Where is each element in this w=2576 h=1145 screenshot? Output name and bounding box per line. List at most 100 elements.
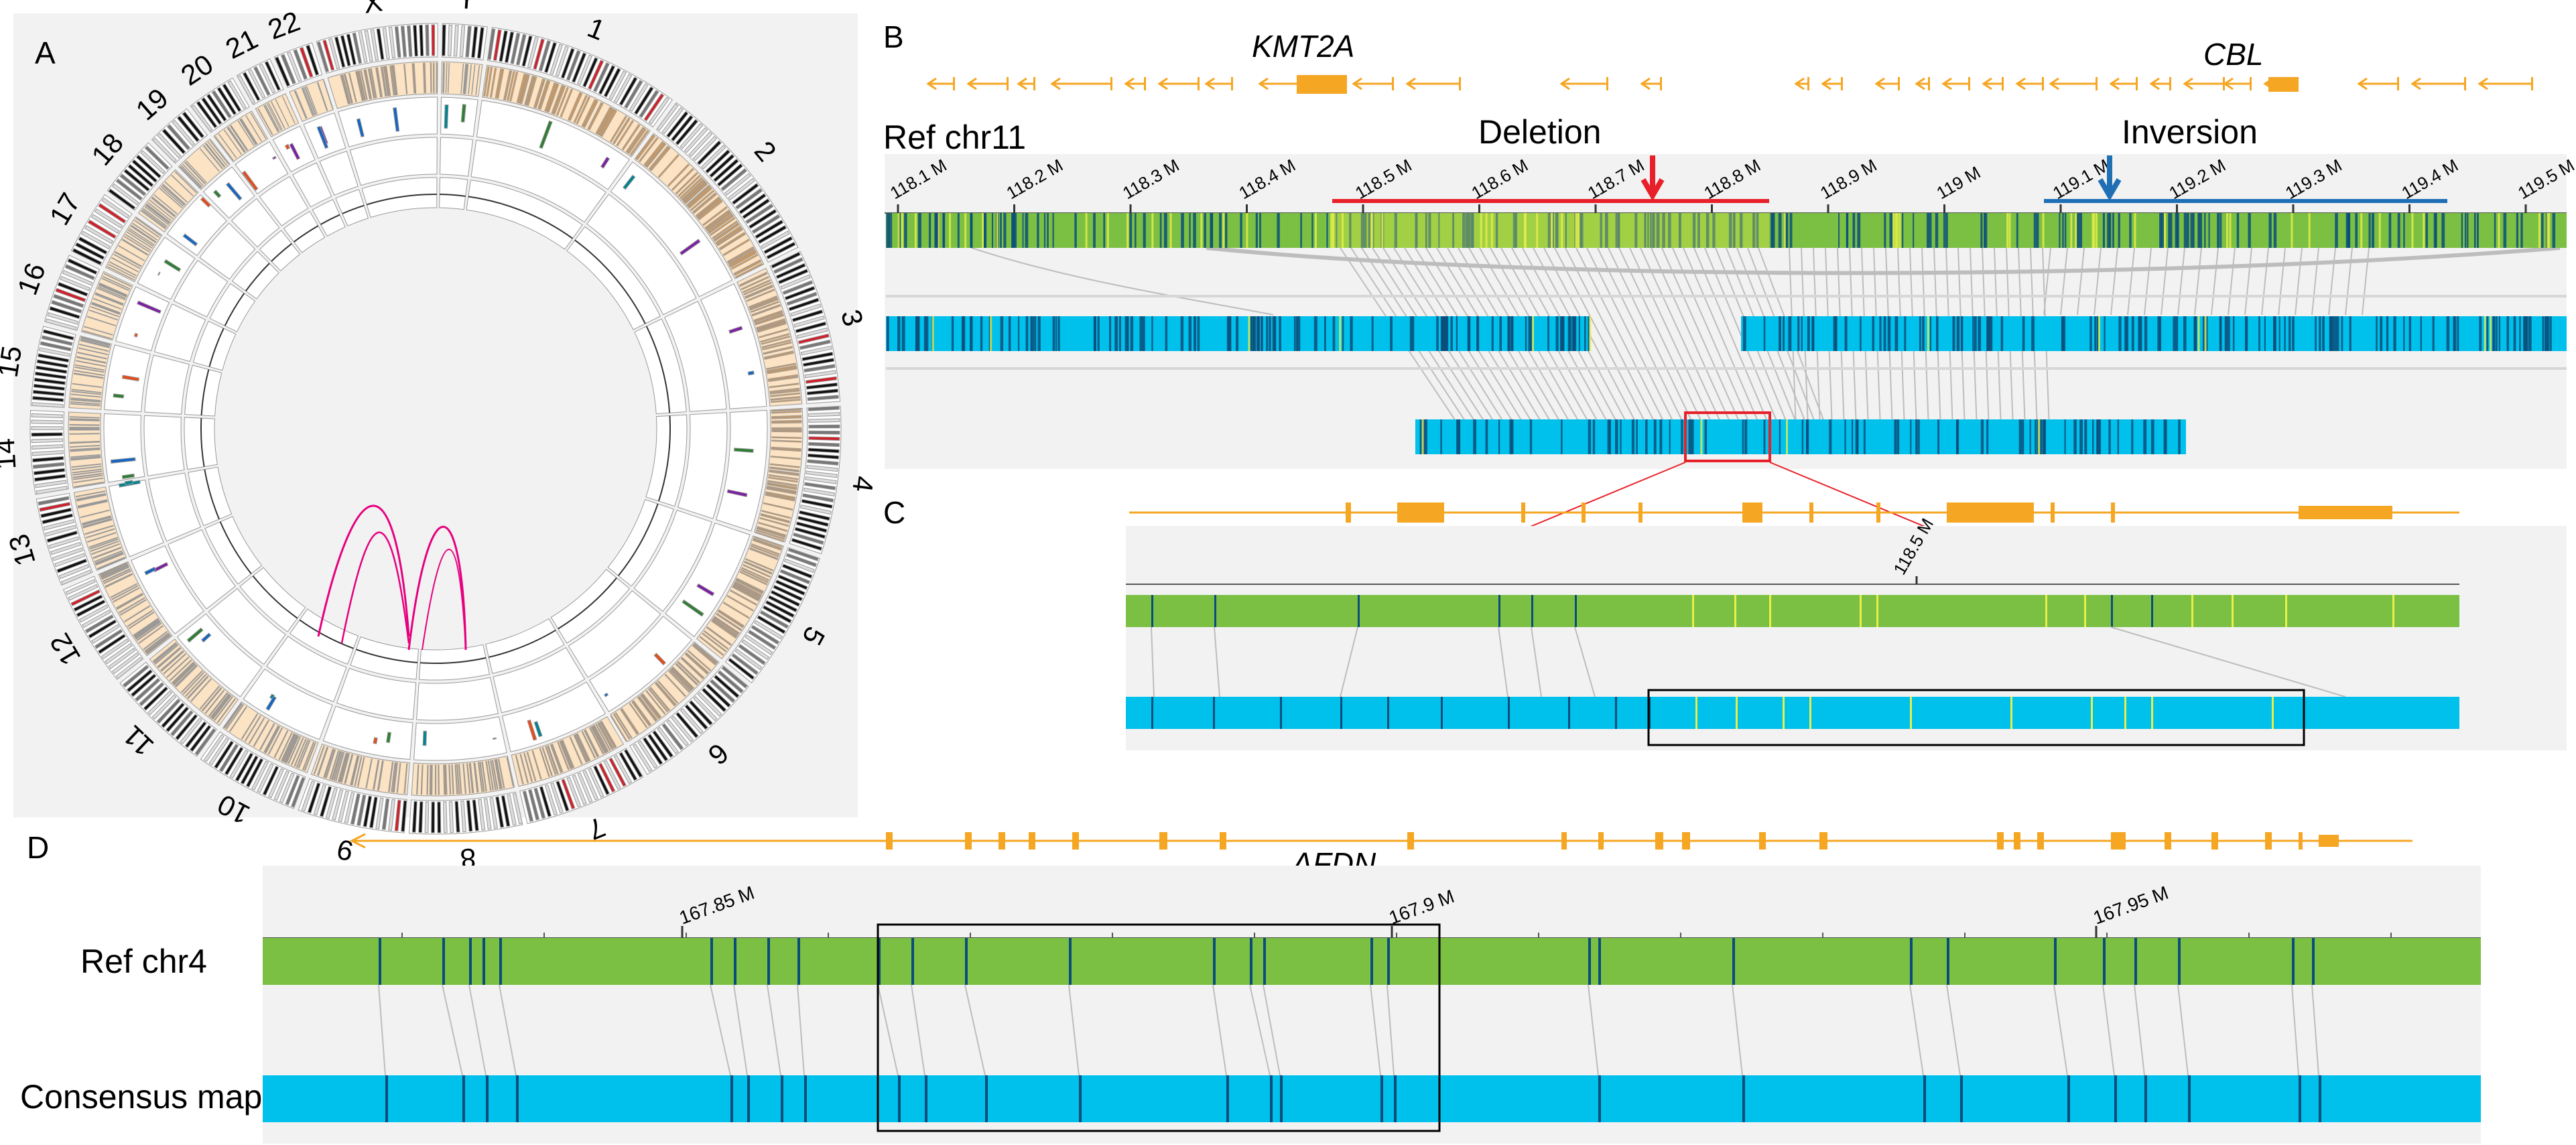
ref-chr11-bar-label [1565, 213, 1567, 248]
gene-arrowhead [1941, 77, 1952, 90]
ref-chr11-bar-label-light [2423, 213, 2425, 248]
consensus-map-1-bar-right-label [1936, 316, 1939, 351]
alignment-line [1575, 247, 1668, 429]
ref-chr11-bar-label-light [2075, 213, 2077, 248]
ref-chr11-bar-label [1656, 213, 1660, 248]
gene-arrowhead [1050, 77, 1061, 90]
kmt2a-gene-c-exon [1947, 502, 2034, 523]
consensus-map-1-bar-label [1272, 316, 1276, 351]
consensus-map-1-bar-right-label [2493, 316, 2496, 351]
consensus-map-2-bar-label-light [1421, 419, 1424, 454]
panel-c-consensus-label [1441, 697, 1443, 729]
ref-chr11-bar-label [1697, 213, 1700, 248]
ref-chr11-bar-label-light [2091, 213, 2094, 248]
consensus-map-2-bar-label [1645, 419, 1648, 454]
ref-chr11-bar-label [2033, 213, 2036, 248]
consensus-map-1-bar-right-label-light [1927, 316, 1929, 351]
kmt2a-gene-c-exon [1638, 502, 1643, 523]
consensus-map-1-bar-right-label-light [2204, 316, 2207, 351]
consensus-map-2-bar-label [2042, 419, 2045, 454]
consensus-map-1-bar-right-label [2513, 316, 2516, 351]
ref-chr11-bar-label [1555, 213, 1559, 248]
consensus-map-1-bar-right-label [1919, 316, 1921, 351]
consensus-map-1-bar-right-label [1797, 316, 1800, 351]
afdn-gene-d-exon [1220, 832, 1226, 850]
consensus-map-1-bar-right-label [1988, 316, 1992, 351]
consensus-map-2-bar-label [2064, 419, 2066, 454]
consensus-map-1-bar-right-label [2446, 316, 2450, 351]
ref-chr11-bar-label [1159, 213, 1162, 248]
consensus-map-1-bar-right-label [2333, 316, 2337, 351]
alignment-line [1873, 247, 1881, 429]
consensus-map-2-bar-label [2096, 419, 2098, 454]
consensus-map-1-bar-right-label [2519, 316, 2521, 351]
consensus-map-1-bar-right-label [2329, 316, 2332, 351]
consensus-map-1-bar-right-label [2138, 316, 2141, 351]
gene-exon [1033, 77, 1035, 90]
inversion-arrow [2098, 155, 2122, 201]
panel-c-ref-label-light [2084, 595, 2086, 627]
ref-chr11-bar-label-light [1085, 213, 1088, 248]
ref-chr11-bar-label-light [1894, 213, 1897, 248]
consensus-map-2-bar-label [2092, 419, 2094, 454]
ref-chr11-bar-label [1617, 213, 1620, 248]
consensus-map-2-bar-label-light [2038, 419, 2041, 454]
alignment-line [2211, 247, 2219, 316]
consensus-map-2-bar-label [2165, 419, 2167, 454]
consensus-map-1-bar-label [1332, 316, 1336, 351]
panel-d-alignment [2291, 984, 2299, 1076]
consensus-map-1-bar-label [1108, 316, 1112, 351]
consensus-map-1-bar-label [1252, 316, 1257, 351]
consensus-map-2-bar-label [1894, 419, 1897, 454]
consensus-map-2-bar-label [1779, 419, 1781, 454]
consensus-map-2-bar-label [2043, 419, 2047, 454]
gene-exon [1144, 77, 1146, 90]
consensus-map-1-bar-right-label [2062, 316, 2066, 351]
consensus-map-1-bar-right-label [2420, 316, 2422, 351]
consensus-map-1-bar-right-label [2202, 316, 2206, 351]
consensus-map-1-bar-right-label [2453, 316, 2457, 351]
consensus-map-1-bar-label [1510, 316, 1514, 351]
ref-chr11-bar-label-light [2070, 213, 2073, 248]
ref-chr11-bar-label [942, 213, 945, 248]
ref-chr11-bar-label [2473, 213, 2476, 248]
panel-d-alignment [1588, 984, 1599, 1076]
ref-chr11-bar-label [904, 213, 907, 248]
ref-chr11-bar-label [1259, 213, 1261, 248]
ref-chr11-bar-label [984, 213, 987, 248]
ref-chr11-bar-label [1022, 213, 1024, 248]
consensus-map-1-bar-right-label [2315, 316, 2317, 351]
consensus-map-1-bar-right-label [2329, 316, 2333, 351]
consensus-map-2-bar-label [1956, 419, 1959, 454]
consensus-map-1-bar-right-label [2062, 316, 2064, 351]
consensus-map-1-bar-right-label [2486, 316, 2489, 351]
consensus-map-1-bar-right-label [2194, 316, 2197, 351]
ref-chr11-bar-label [2345, 213, 2349, 248]
consensus-map-2-bar-label [2150, 419, 2154, 454]
ref-chr11-bar-label-light [1370, 213, 1373, 248]
panel-d-consensus-label [1079, 1075, 1082, 1122]
ref-chr11-bar-label [1219, 213, 1222, 248]
consensus-map-1-bar-right-label [2089, 316, 2092, 351]
gene-arrowhead [2049, 77, 2059, 90]
consensus-map-2-bar-label [1457, 419, 1460, 454]
afdn-gene-d-exon [1598, 832, 1604, 850]
consensus-map-1-bar-right-label [1961, 316, 1963, 351]
consensus-map-1-bar-right-label [2408, 316, 2412, 351]
panel-d-ref-label [482, 938, 485, 985]
ref-chr11-bar-label-light [2538, 213, 2540, 248]
ref-chr11-bar-label [2494, 213, 2496, 248]
ref-chr11-bar-label [2248, 213, 2251, 248]
ref-chr11-bar-label [2118, 213, 2120, 248]
consensus-map-1-bar-label [1584, 316, 1586, 351]
consensus-map-1-bar-label-light [1589, 316, 1592, 351]
alignment-line [1490, 247, 1593, 429]
consensus-map-1-bar-right-label [2124, 316, 2127, 351]
consensus-map-1-bar-label [1440, 316, 1443, 351]
ref-chr11-bar-label [1889, 213, 1892, 248]
panel-c-ref-label-light [2392, 595, 2394, 627]
ref-chr11-bar-label [2441, 213, 2445, 248]
panel-d-ref-bar [263, 938, 2481, 985]
consensus-map-2-bar-label [1529, 419, 1533, 454]
consensus-map-1-bar-label [1525, 316, 1527, 351]
